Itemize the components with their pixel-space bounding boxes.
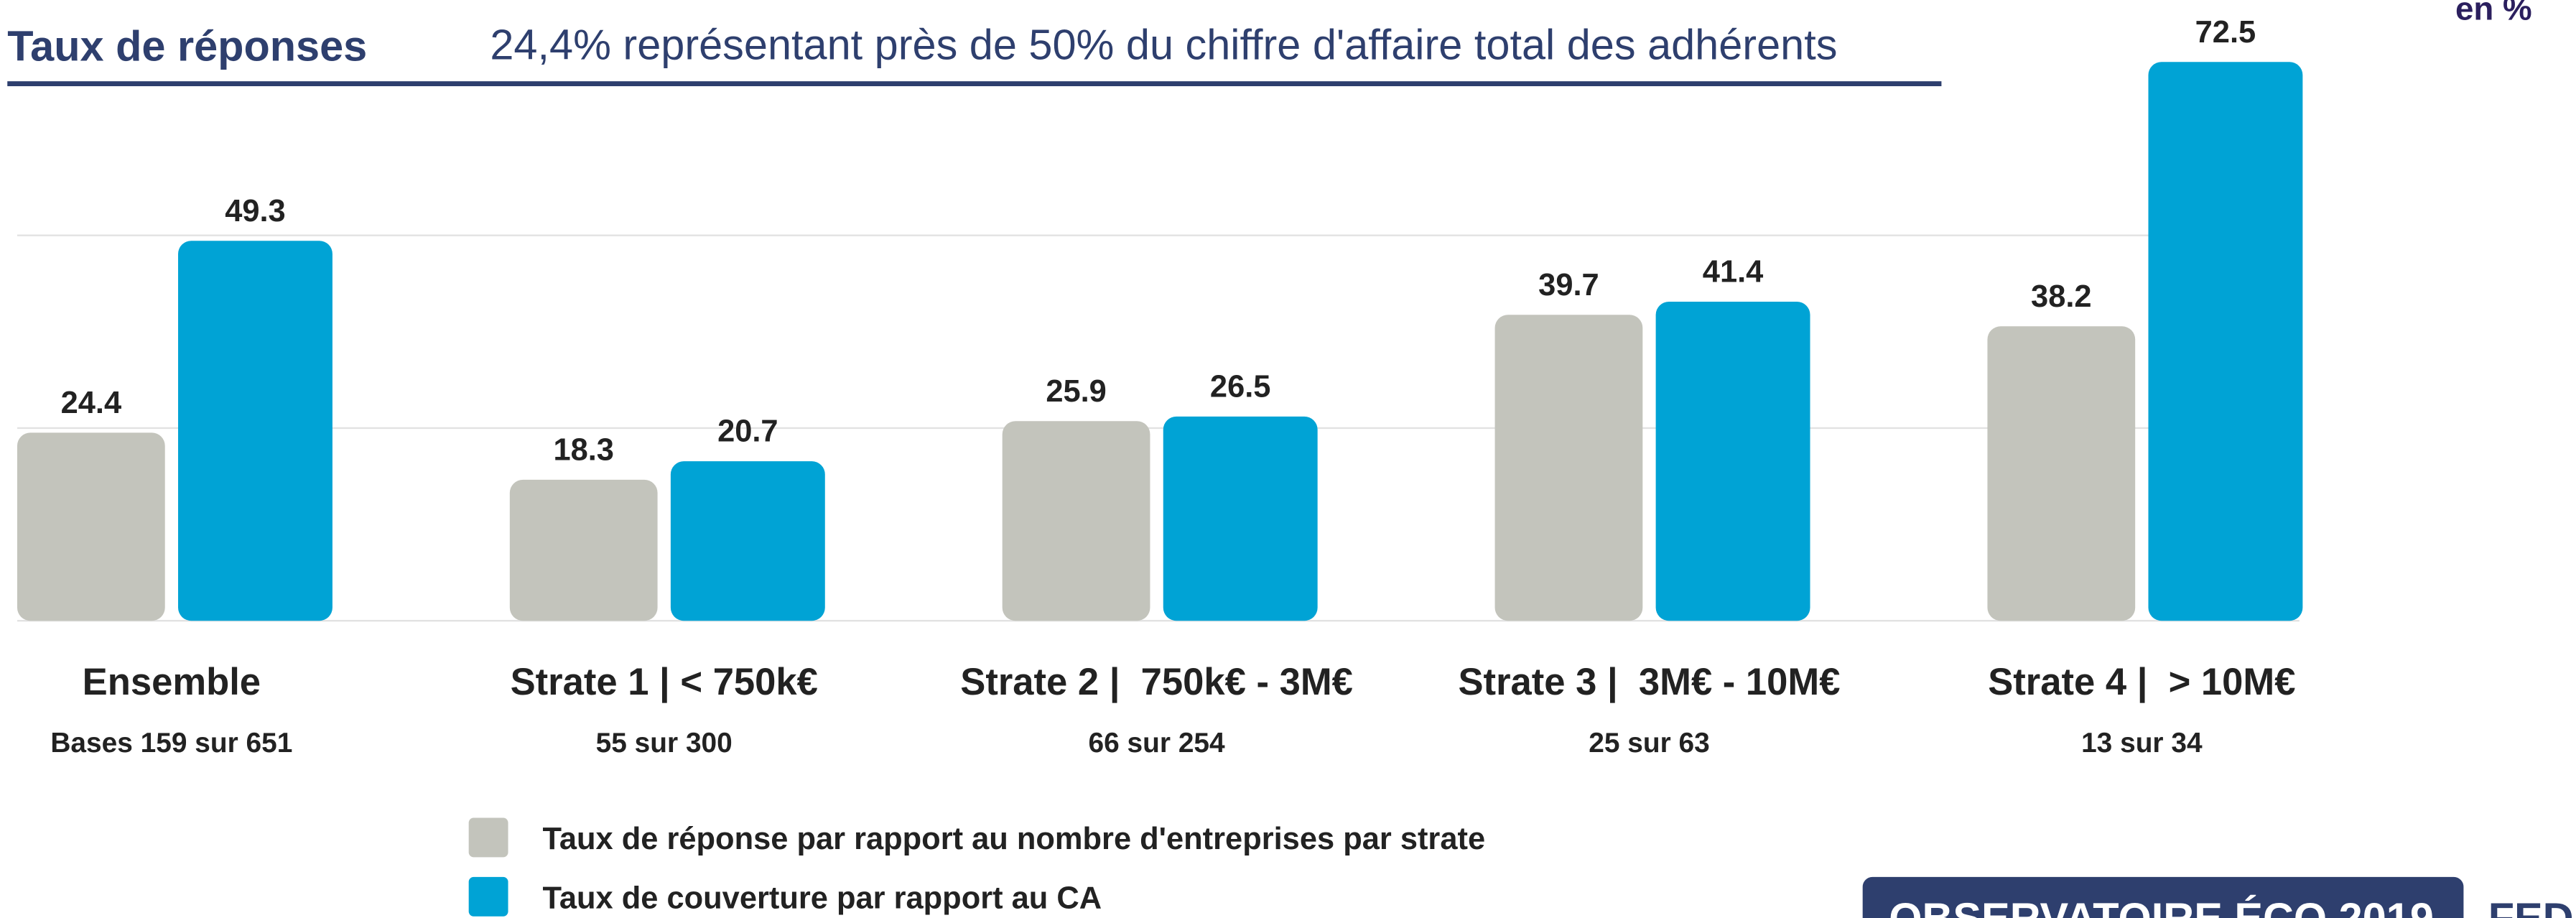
chart-subtitle: 24,4% représentant près de 50% du chiffr…	[490, 20, 1837, 68]
bar	[178, 241, 333, 621]
category-base: 13 sur 34	[2081, 728, 2203, 759]
value-label: 72.5	[2195, 15, 2256, 50]
category-base: 25 sur 63	[1589, 728, 1710, 759]
bar	[1987, 326, 2136, 621]
legend-label: Taux de couverture par rapport au CA	[543, 881, 1102, 915]
bar	[509, 479, 658, 621]
footer-badge: OBSERVATOIRE ÉCO 2019	[1889, 894, 2434, 918]
chart-title: Taux de réponses	[7, 22, 367, 70]
category-base: Bases 159 sur 651	[50, 728, 292, 759]
x-tick-label: Ensemble	[83, 661, 261, 703]
value-label: 25.9	[1046, 374, 1107, 409]
footer-badge-bg	[1862, 876, 2464, 918]
bar	[670, 461, 825, 621]
footer-tag: FED	[2488, 894, 2574, 918]
bar	[1163, 416, 1318, 621]
legend-label: Taux de réponse par rapport au nombre d'…	[543, 822, 1486, 856]
value-label: 41.4	[1703, 255, 1764, 289]
value-label: 24.4	[61, 386, 122, 420]
legend-swatch	[468, 817, 508, 858]
value-label: 26.5	[1210, 369, 1271, 404]
bar	[2148, 62, 2303, 621]
category-base: 55 sur 300	[596, 728, 733, 759]
value-label: 20.7	[717, 414, 778, 449]
x-tick-label: Strate 1 | < 750k€	[511, 661, 818, 703]
bar	[1655, 301, 1810, 621]
bar	[1494, 315, 1643, 621]
bar	[17, 432, 165, 621]
value-label: 38.2	[2031, 279, 2092, 314]
x-tick-label: Strate 4 | > 10M€	[1988, 661, 2295, 703]
category-base: 66 sur 254	[1089, 728, 1226, 759]
unit-note: en %	[2455, 0, 2532, 27]
x-tick-label: Strate 2 | 750k€ - 3M€	[960, 661, 1353, 703]
legend-swatch	[468, 876, 508, 917]
x-tick-label: Strate 3 | 3M€ - 10M€	[1458, 661, 1840, 703]
value-label: 39.7	[1538, 268, 1599, 302]
value-label: 49.3	[225, 194, 286, 228]
bar	[1002, 421, 1150, 621]
value-label: 18.3	[553, 432, 614, 467]
